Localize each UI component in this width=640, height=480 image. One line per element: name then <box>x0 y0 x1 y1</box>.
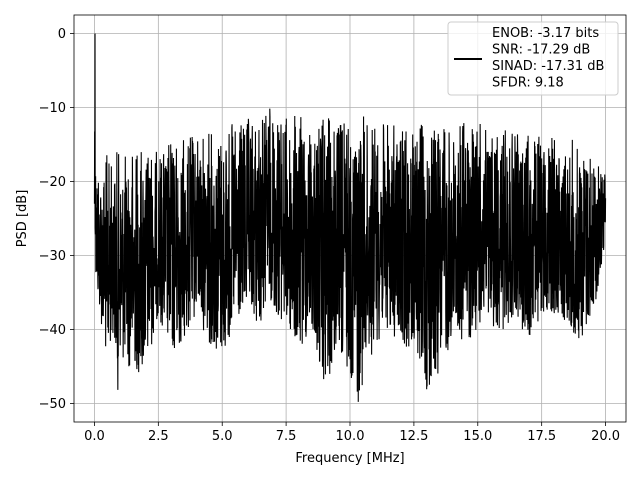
y-tick-label: −10 <box>39 101 66 116</box>
x-tick-label: 0.0 <box>84 429 105 444</box>
y-tick-label: −40 <box>39 323 66 338</box>
legend-line-snr: SNR: -17.29 dB <box>492 43 590 58</box>
legend-line-sinad: SINAD: -17.31 dB <box>492 59 604 74</box>
x-tick-label: 7.5 <box>276 429 297 444</box>
psd-series-line <box>93 33 607 402</box>
y-tick-label: −20 <box>39 175 66 190</box>
x-tick-label: 2.5 <box>148 429 169 444</box>
x-tick-label: 5.0 <box>212 429 233 444</box>
y-tick-label: −30 <box>39 249 66 264</box>
legend-line-enob: ENOB: -3.17 bits <box>492 26 599 41</box>
series-layer <box>93 33 607 402</box>
y-axis-label: PSD [dB] <box>15 190 30 248</box>
x-tick-label: 17.5 <box>527 429 556 444</box>
y-axis: 0 −10 −20 −30 −40 −50 <box>39 27 74 412</box>
x-tick-label: 10.0 <box>336 429 365 444</box>
x-tick-label: 15.0 <box>463 429 492 444</box>
y-tick-label: −50 <box>39 397 66 412</box>
legend-line-sfdr: SFDR: 9.18 <box>492 76 564 91</box>
x-tick-label: 12.5 <box>399 429 428 444</box>
legend-box <box>447 21 619 96</box>
y-tick-label: 0 <box>58 27 66 42</box>
legend: ENOB: -3.17 bits SNR: -17.29 dB SINAD: -… <box>447 21 619 96</box>
x-axis-label: Frequency [MHz] <box>295 451 404 466</box>
x-axis: 0.0 2.5 5.0 7.5 10.0 12.5 15.0 17.5 20.0 <box>84 422 620 444</box>
x-tick-label: 20.0 <box>591 429 620 444</box>
